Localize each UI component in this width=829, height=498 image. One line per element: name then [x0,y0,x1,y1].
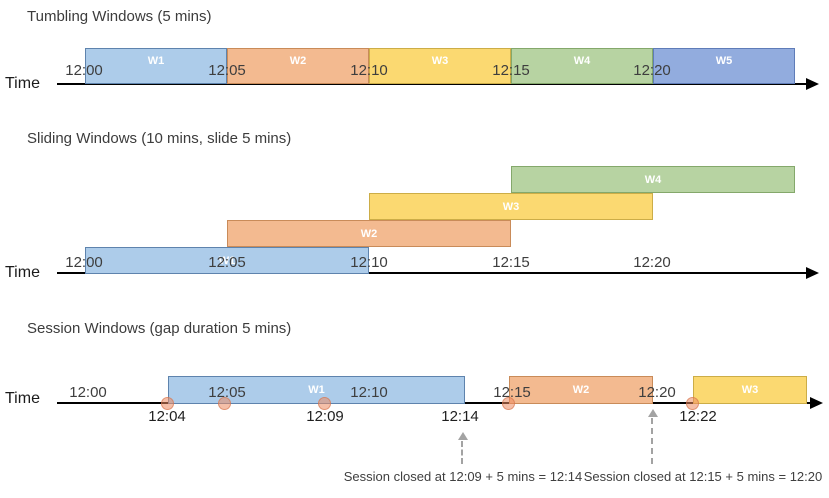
dashed-arrow-up-icon [648,409,658,417]
window-label: W3 [502,200,520,213]
tick-label: 12:05 [208,254,246,271]
tick-label: 12:00 [65,254,103,271]
window-bar-tumbling-w1: W1 [85,48,227,84]
tick-label: 12:10 [350,254,388,271]
tick-label: 12:10 [350,62,388,79]
event-dot [686,397,699,410]
window-bar-sliding-w3: W3 [369,193,653,220]
window-bar-sliding-w2: W2 [227,220,511,247]
section-title-session: Session Windows (gap duration 5 mins) [27,320,292,337]
event-dot [502,397,515,410]
tick-label: 12:00 [69,384,107,401]
tick-label: 12:00 [65,62,103,79]
event-dot [161,397,174,410]
window-bar-session-w1: W1 [168,376,465,404]
session-closed-annotation-2: Session closed at 12:15 + 5 mins = 12:20 [583,469,823,484]
tick-label: 12:20 [638,384,676,401]
window-label: W2 [572,384,590,396]
tick-label: 12:20 [633,254,671,271]
window-bar-tumbling-w5: W5 [653,48,795,84]
tick-label: 12:20 [633,62,671,79]
window-label: W5 [715,55,733,67]
window-label: W4 [573,55,591,67]
event-time-label: 12:22 [679,408,717,425]
dashed-arrow-line [651,418,653,464]
window-label: W1 [218,254,236,267]
event-time-label: 12:14 [441,408,479,425]
dashed-arrow-line [461,441,463,464]
window-label: W1 [147,55,165,67]
window-label: W2 [289,55,307,67]
time-axis-label-session: Time [5,390,40,407]
time-axis-label-tumbling: Time [5,75,40,92]
window-bar-session-w2: W2 [509,376,653,404]
axis-arrow-icon-sliding [806,267,819,279]
timeline-axis-sliding [57,272,807,274]
window-label: W4 [644,173,662,186]
tick-label: 12:15 [493,384,531,401]
axis-arrow-icon-tumbling [806,78,819,90]
window-label: W2 [360,227,378,240]
tick-label: 12:05 [208,62,246,79]
tick-label: 12:15 [492,62,530,79]
window-label: W1 [308,384,325,396]
section-title-tumbling: Tumbling Windows (5 mins) [27,8,212,25]
window-bar-sliding-w4: W4 [511,166,795,193]
timeline-axis-tumbling [57,83,807,85]
event-time-label: 12:04 [148,408,186,425]
tick-label: 12:15 [492,254,530,271]
tick-label: 12:05 [208,384,246,401]
event-dot [218,397,231,410]
section-title-sliding: Sliding Windows (10 mins, slide 5 mins) [27,130,292,147]
window-bar-sliding-w1: W1 [85,247,369,274]
axis-arrow-icon-session [810,397,823,409]
dashed-arrow-up-icon [458,432,468,440]
window-bar-tumbling-w3: W3 [369,48,511,84]
tick-label: 12:10 [350,384,388,401]
event-dot [318,397,331,410]
event-time-label: 12:09 [306,408,344,425]
window-bar-tumbling-w4: W4 [511,48,653,84]
window-label: W3 [741,384,759,396]
session-closed-annotation-1: Session closed at 12:09 + 5 mins = 12:14 [343,469,583,484]
window-bar-session-w3: W3 [693,376,807,404]
window-label: W3 [431,55,449,67]
time-axis-label-sliding: Time [5,264,40,281]
window-bar-tumbling-w2: W2 [227,48,369,84]
